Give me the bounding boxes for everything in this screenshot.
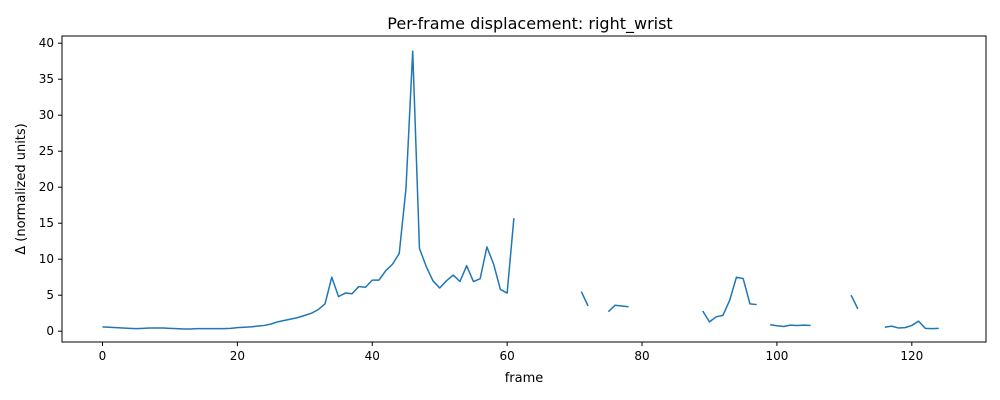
y-tick-label: 15 [39,216,54,230]
y-tick-label: 5 [46,288,54,302]
x-tick-label: 40 [365,349,380,363]
y-axis: 0 5 10 15 20 25 30 35 40 [39,36,62,338]
axes-frame [61,35,987,343]
y-tick-label: 35 [39,72,54,86]
x-tick-label: 120 [900,349,923,363]
x-axis: 0 20 40 60 80 100 120 [99,342,923,363]
x-tick-label: 0 [99,349,107,363]
data-layer [102,50,939,330]
plot-area [61,35,987,343]
y-tick-label: 30 [39,108,54,122]
chart-title: Per-frame displacement: right_wrist [387,14,672,34]
y-tick-label: 0 [46,324,54,338]
x-tick-label: 80 [634,349,649,363]
y-tick-label: 40 [39,36,54,50]
x-tick-label: 20 [230,349,245,363]
y-axis-label: Δ (normalized units) [14,123,29,255]
y-tick-label: 20 [39,180,54,194]
x-tick-label: 60 [499,349,514,363]
y-tick-label: 10 [39,252,54,266]
series-line [102,50,939,330]
x-tick-label: 100 [765,349,788,363]
x-axis-label: frame [505,371,544,386]
y-tick-label: 25 [39,144,54,158]
